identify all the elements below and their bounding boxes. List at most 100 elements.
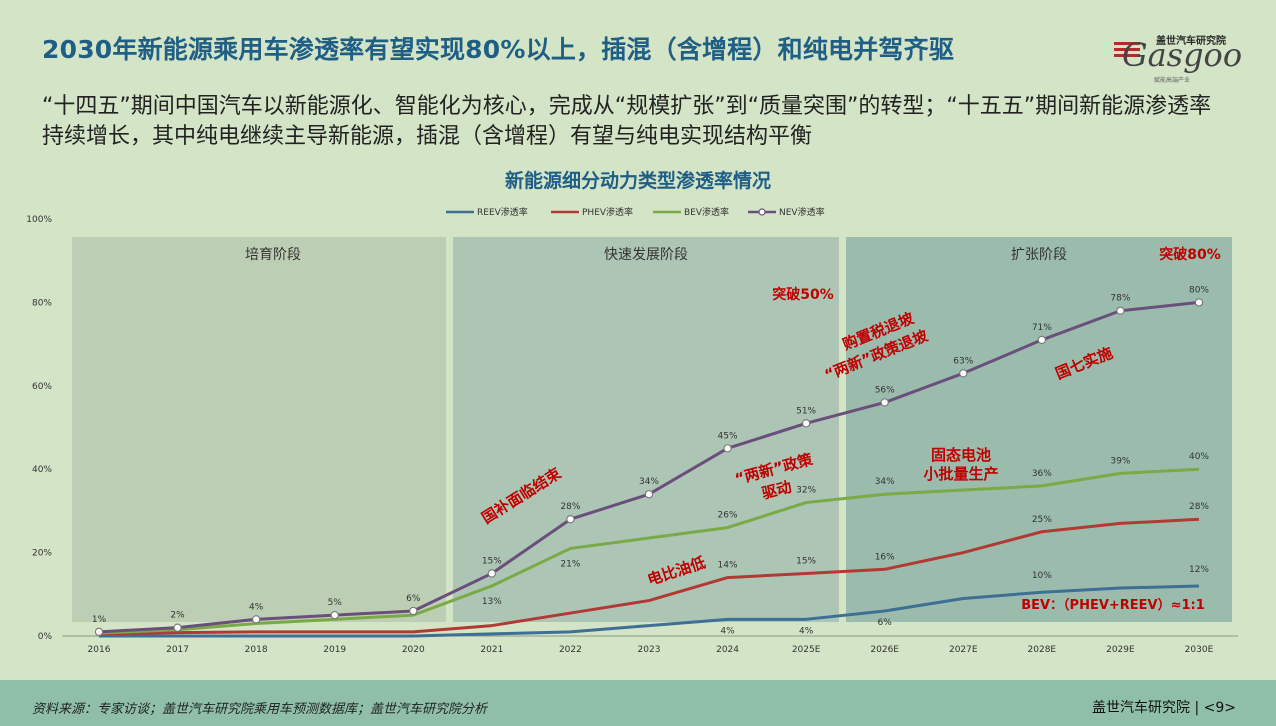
data-label: 4% <box>720 626 735 636</box>
data-label: 15% <box>482 556 502 566</box>
data-label: 6% <box>406 594 421 604</box>
x-tick-label: 2028E <box>1028 645 1057 655</box>
x-tick-label: 2016 <box>88 645 111 655</box>
legend-label: BEV渗透率 <box>684 206 729 218</box>
phase-label: 培育阶段 <box>245 247 301 263</box>
penetration-line-chart: 培育阶段 快速发展阶段 扩张阶段 0% 20% 40% 60% 80% 100% 2016 2017… <box>26 206 1238 655</box>
data-label: 4% <box>799 626 814 636</box>
data-point <box>487 569 496 578</box>
legend-label: PHEV渗透率 <box>582 206 633 218</box>
data-label: 40% <box>1189 452 1209 462</box>
data-label: 34% <box>639 477 659 487</box>
x-tick-label: 2019 <box>323 645 346 655</box>
data-point <box>1194 298 1204 307</box>
data-label: 39% <box>1110 456 1130 466</box>
y-tick-label: 0% <box>38 632 53 642</box>
annotation-text: BEV：（PHEV+REEV）≈1:1 <box>1021 597 1205 613</box>
annotation-text: 突破80% <box>1159 246 1221 263</box>
phase-label: 扩张阶段 <box>1011 247 1067 263</box>
y-tick-label: 40% <box>32 465 52 475</box>
series-line <box>99 584 1200 638</box>
phase-panel <box>453 237 839 622</box>
data-label: 5% <box>328 598 343 608</box>
data-point <box>94 627 104 636</box>
data-label: 51% <box>796 406 816 416</box>
data-point <box>251 615 261 624</box>
logo-tagline: 赋能高端产业 <box>1154 77 1191 84</box>
data-label: 1% <box>92 615 107 625</box>
data-label: 80% <box>1189 285 1209 295</box>
series-line <box>98 467 1200 635</box>
annotation-text: 突破50% <box>772 286 834 303</box>
data-label: 78% <box>1110 294 1130 304</box>
data-label: 32% <box>796 486 816 496</box>
data-label: 28% <box>1189 502 1209 512</box>
data-label: 12% <box>1189 565 1209 575</box>
logo-stripes <box>1114 42 1140 60</box>
footer-brand: 盖世汽车研究院 | <9> <box>1092 700 1236 716</box>
logo-cn-text: 盖世汽车研究院 <box>1156 36 1226 47</box>
y-tick-label: 80% <box>32 298 52 308</box>
gasgoo-logo: 盖世汽车研究院 Gasgoo 赋能高端产业 <box>1108 30 1248 86</box>
data-label: 26% <box>718 511 738 521</box>
footer-bar: 资料来源：专家访谈；盖世汽车研究院乘用车预测数据库；盖世汽车研究院分析 盖世汽车… <box>0 680 1276 726</box>
data-label: 4% <box>249 602 264 612</box>
data-point <box>959 369 968 378</box>
x-tick-label: 2029E <box>1106 645 1135 655</box>
x-tick-label: 2025E <box>792 645 821 655</box>
page-title: 2030年新能源乘用车渗透率有望实现80%以上，插混（含增程）和纯电并驾齐驱 <box>42 35 955 64</box>
phase-panel <box>72 237 446 622</box>
page-subtitle: “十四五”期间中国汽车以新能源化、智能化为核心，完成从“规模扩张”到“质量突围”… <box>42 94 1212 149</box>
x-tick-label: 2020 <box>402 645 425 655</box>
source-note: 资料来源：专家访谈；盖世汽车研究院乘用车预测数据库；盖世汽车研究院分析 <box>32 702 488 717</box>
data-label: 2% <box>170 611 185 621</box>
chart-title: 新能源细分动力类型渗透率情况 <box>504 170 771 192</box>
data-label: 28% <box>560 502 580 512</box>
y-tick-label: 60% <box>32 382 52 392</box>
data-label: 13% <box>482 597 502 607</box>
y-tick-label: 20% <box>32 549 52 559</box>
annotation-text: 小批量生产 <box>923 465 998 483</box>
y-tick-label: 100% <box>26 215 52 225</box>
x-tick-label: 2022 <box>559 645 582 655</box>
data-label: 10% <box>1032 571 1052 581</box>
data-label: 21% <box>560 559 580 569</box>
phase-label: 快速发展阶段 <box>604 247 688 263</box>
data-point <box>801 419 811 428</box>
data-point <box>723 444 732 453</box>
x-tick-label: 2026E <box>870 645 899 655</box>
data-point <box>173 623 182 632</box>
x-tick-label: 2024 <box>716 645 739 655</box>
x-tick-label: 2030E <box>1185 645 1214 655</box>
annotation-text: 固态电池 <box>931 446 991 464</box>
data-label: 25% <box>1032 515 1052 525</box>
data-label: 71% <box>1032 323 1052 333</box>
data-label: 14% <box>718 561 738 571</box>
logo-wordmark: Gasgoo <box>1122 36 1243 74</box>
x-tick-label: 2017 <box>166 645 189 655</box>
data-point <box>566 515 575 524</box>
data-label: 56% <box>875 385 895 395</box>
data-label: 34% <box>875 477 895 487</box>
data-point <box>644 490 654 499</box>
data-label: 6% <box>878 618 893 628</box>
data-point <box>409 606 418 616</box>
x-tick-label: 2018 <box>245 645 268 655</box>
data-point <box>1116 306 1125 315</box>
x-tick-label: 2023 <box>638 645 661 655</box>
legend-label: REEV渗透率 <box>477 206 528 218</box>
data-point <box>1037 335 1046 345</box>
x-tick-label: 2027E <box>949 645 978 655</box>
legend-label: NEV渗透率 <box>779 206 825 218</box>
legend-marker <box>758 208 766 216</box>
data-point <box>880 398 889 407</box>
data-label: 16% <box>875 552 895 562</box>
x-tick-label: 2021 <box>480 645 503 655</box>
phase-panel <box>846 237 1232 622</box>
data-label: 63% <box>953 356 973 366</box>
data-label: 15% <box>796 556 816 566</box>
data-point <box>330 611 339 620</box>
data-label: 36% <box>1032 469 1052 479</box>
data-label: 45% <box>718 431 738 441</box>
series-line <box>98 517 1200 636</box>
